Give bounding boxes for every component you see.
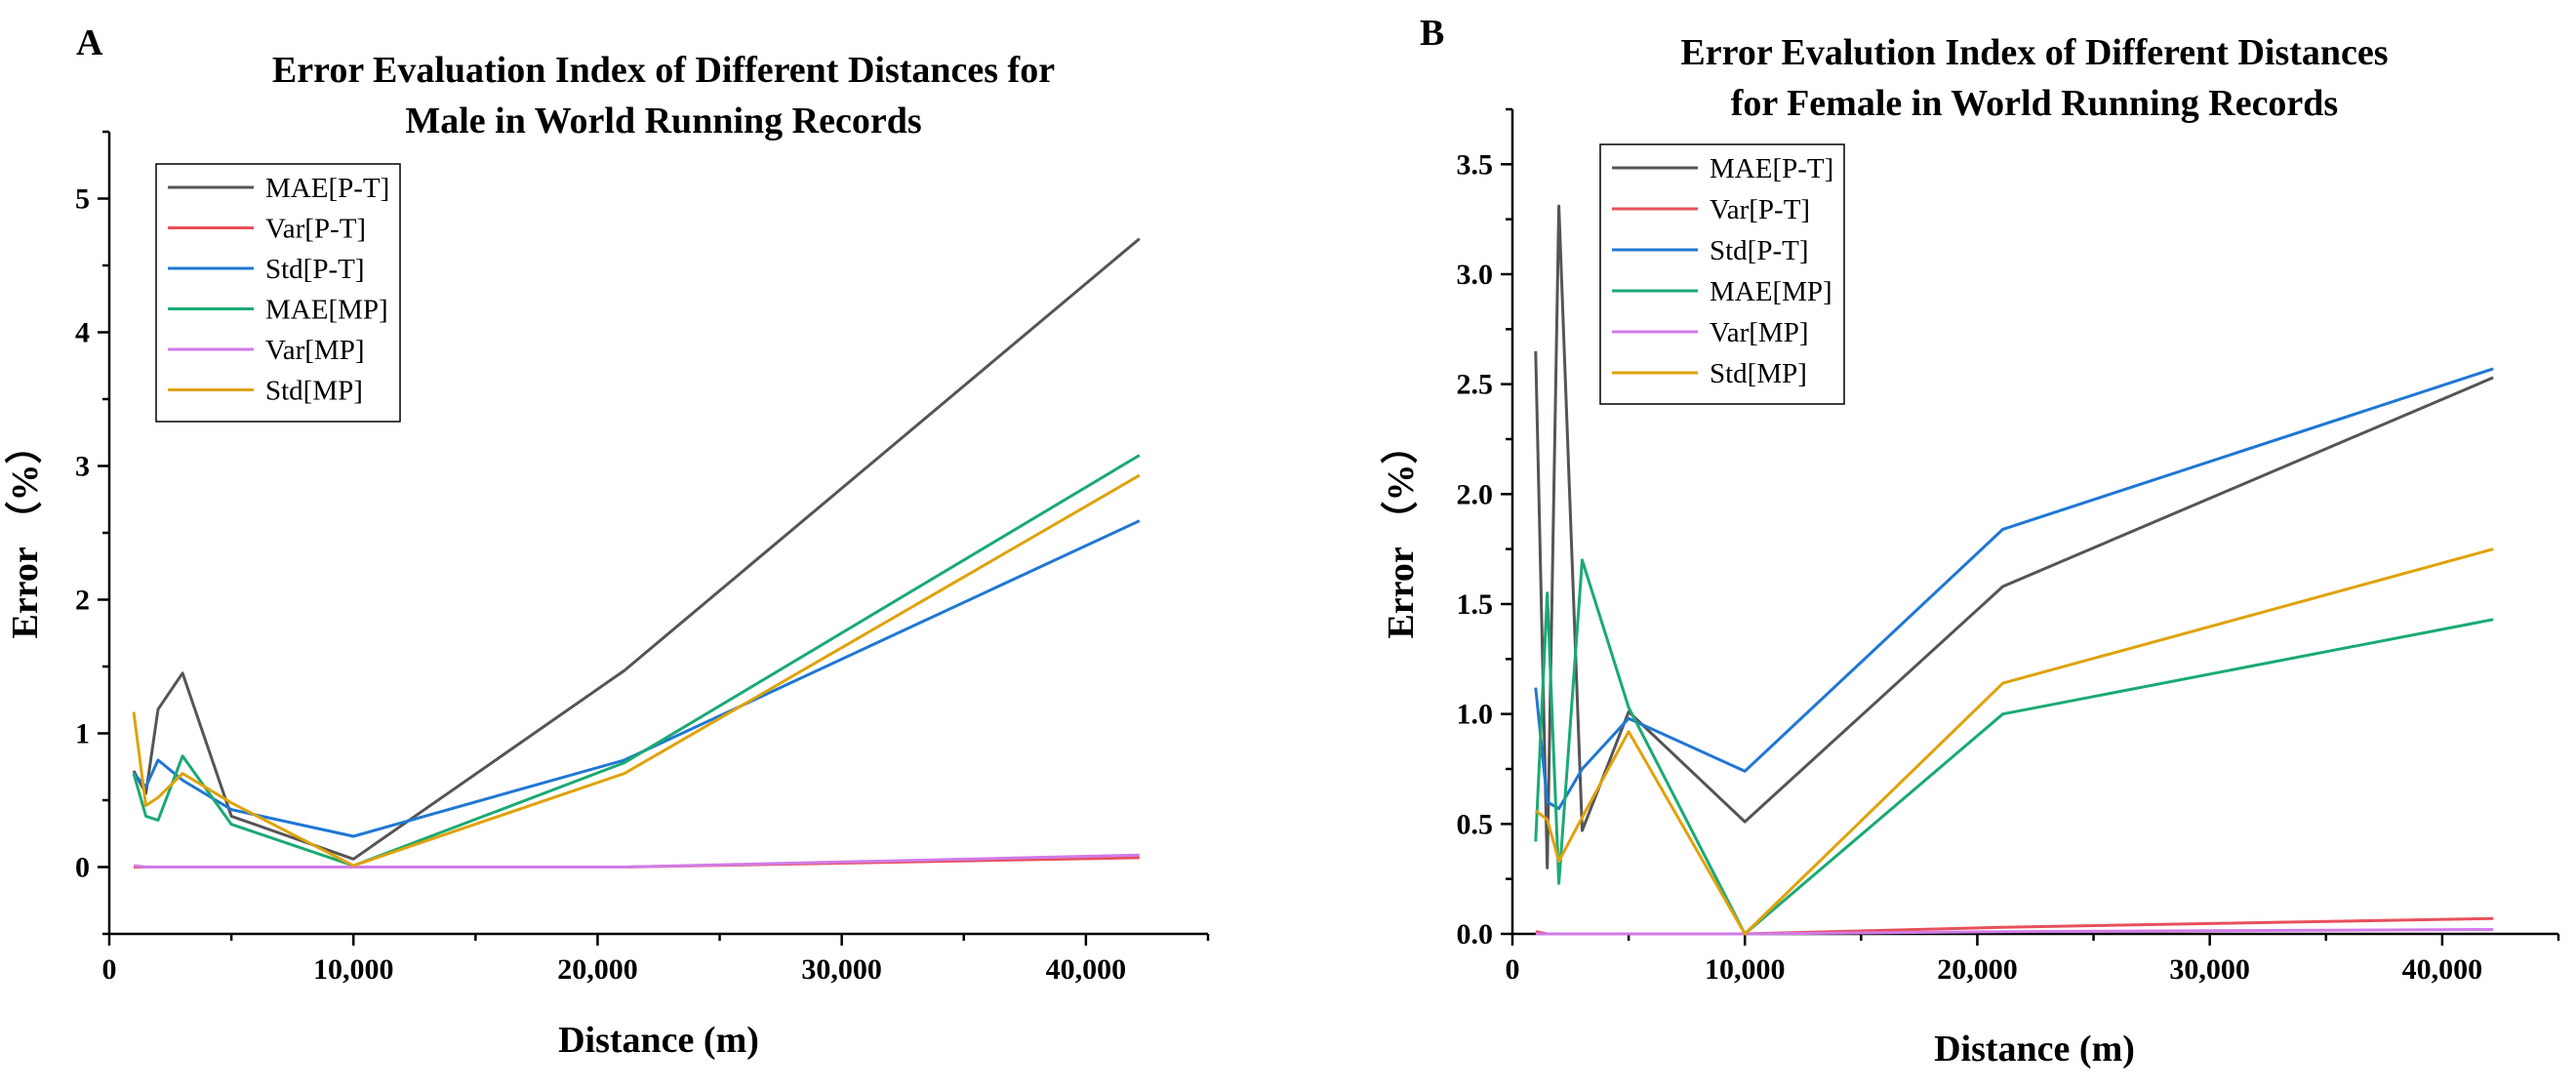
- x-tick-label: 20,000: [1937, 953, 2018, 986]
- x-tick-label: 10,000: [1705, 953, 1786, 986]
- chart-title-line: Male in World Running Records: [405, 101, 921, 141]
- x-tick-label: 40,000: [1046, 953, 1127, 986]
- chart-title-line: for Female in World Running Records: [1731, 83, 2338, 124]
- series-line-std-mp: [132, 473, 1141, 868]
- y-tick-label: 1.0: [1457, 699, 1494, 731]
- chart-title-line: Error Evalution Index of Different Dista…: [1680, 32, 2388, 73]
- y-tick-label: 1: [75, 718, 90, 750]
- legend-label: Var[MP]: [265, 335, 365, 366]
- y-tick-label: 0.5: [1457, 808, 1494, 840]
- chart-panel-b: B Error Evalution Index of Different Dist…: [1381, 13, 2560, 1070]
- x-tick-label: 10,000: [313, 953, 394, 986]
- series-line-std-p-t: [132, 519, 1141, 838]
- y-tick-label: 2.5: [1457, 369, 1494, 401]
- legend-label: Var[P-T]: [1710, 194, 1810, 225]
- x-tick-label: 0: [102, 953, 117, 986]
- y-tick-label: 2: [75, 585, 90, 617]
- legend-box: [155, 163, 401, 423]
- legend-label: Var[MP]: [1710, 317, 1809, 348]
- y-axis-label: Error （%）: [1381, 426, 1422, 638]
- y-tick-label: 2.0: [1457, 478, 1494, 510]
- legend-label: MAE[P-T]: [1710, 153, 1833, 184]
- series-line-var-mp: [1535, 928, 2494, 936]
- y-axis-label: Error （%）: [5, 426, 46, 638]
- x-tick-label: 30,000: [2169, 953, 2250, 986]
- x-tick-label: 0: [1506, 953, 1520, 986]
- x-axis-label: Distance (m): [558, 1020, 759, 1061]
- legend-box: [1599, 143, 1845, 405]
- chart-title-line: Error Evaluation Index of Different Dist…: [272, 50, 1055, 91]
- legend-label: Std[MP]: [265, 376, 363, 407]
- y-tick-label: 3.5: [1457, 148, 1494, 181]
- y-tick-label: 3: [75, 451, 90, 483]
- y-tick-label: 1.5: [1457, 588, 1494, 621]
- series-line-var-mp: [133, 853, 1140, 869]
- y-tick-label: 0.0: [1457, 918, 1494, 950]
- legend-label: Std[P-T]: [265, 254, 365, 285]
- legend-label: Std[MP]: [1710, 358, 1807, 389]
- y-tick-label: 4: [75, 317, 90, 349]
- chart-panel-a: A Error Evaluation Index of Different Dis…: [5, 22, 1210, 1061]
- y-tick-label: 3.0: [1457, 259, 1494, 291]
- legend-label: Std[P-T]: [1710, 235, 1809, 266]
- series-line-mae-p-t: [1534, 204, 2494, 869]
- y-tick-label: 0: [75, 852, 90, 884]
- x-tick-label: 30,000: [801, 953, 882, 986]
- series-line-std-mp: [1534, 547, 2494, 936]
- legend-label: MAE[MP]: [1710, 276, 1832, 307]
- panel-label: B: [1420, 13, 1444, 54]
- x-axis-label: Distance (m): [1934, 1029, 2135, 1070]
- series-line-mae-mp: [1534, 558, 2494, 936]
- series-line-mae-mp: [132, 454, 1141, 868]
- panel-label: A: [76, 22, 103, 63]
- legend-label: MAE[MP]: [265, 295, 388, 326]
- series-line-std-p-t: [1534, 367, 2494, 811]
- legend-label: MAE[P-T]: [265, 173, 389, 204]
- x-tick-label: 40,000: [2402, 953, 2483, 986]
- legend-label: Var[P-T]: [265, 214, 366, 245]
- y-tick-label: 5: [75, 183, 90, 216]
- x-tick-label: 20,000: [557, 953, 638, 986]
